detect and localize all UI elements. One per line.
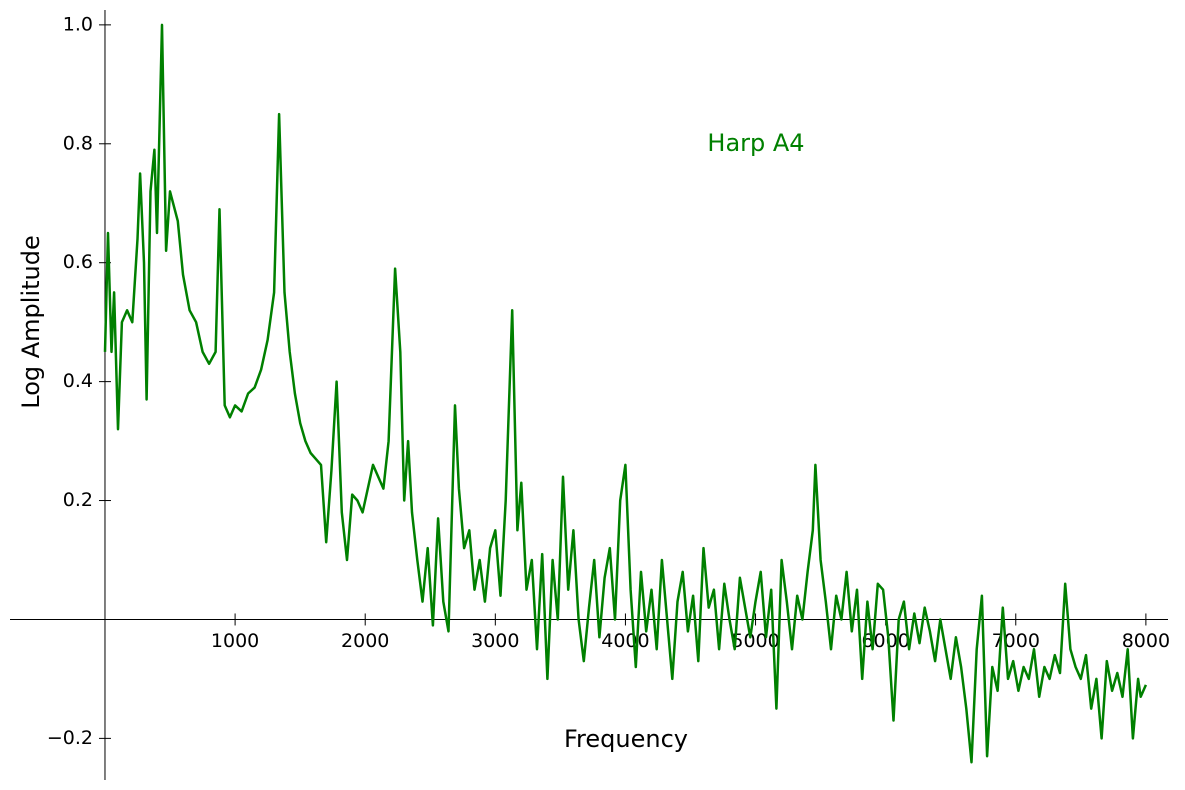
data-line [103, 23, 1148, 764]
y-tick-label: 1.0 [63, 13, 93, 35]
y-tick-label: 0.6 [63, 251, 93, 273]
x-tick-label: 4000 [601, 630, 649, 652]
x-tick-label: 3000 [471, 630, 519, 652]
x-tick-label: 8000 [1122, 630, 1170, 652]
y-tick-label: 0.2 [63, 489, 93, 511]
y-axis-label: Log Amplitude [17, 235, 45, 408]
y-tick-label: 0.4 [63, 370, 93, 392]
y-tick-label: −0.2 [47, 727, 93, 749]
x-tick-label: 1000 [211, 630, 259, 652]
x-tick-label: 5000 [731, 630, 779, 652]
x-tick-label: 6000 [861, 630, 909, 652]
x-tick-label: 7000 [992, 630, 1040, 652]
y-tick-label: 0.8 [63, 132, 93, 154]
x-tick-label: 2000 [341, 630, 389, 652]
x-axis-label: Frequency [564, 725, 688, 753]
annotation: Harp A4 [707, 129, 804, 157]
